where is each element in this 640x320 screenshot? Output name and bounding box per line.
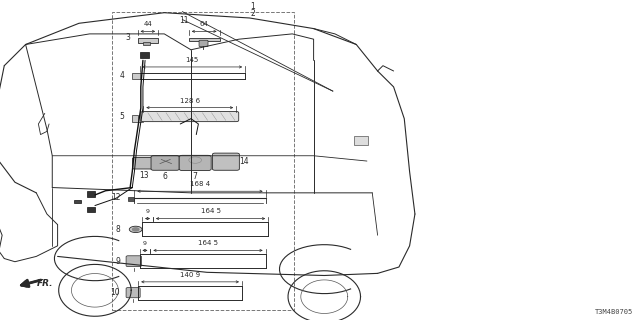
Bar: [128, 197, 134, 201]
Circle shape: [132, 228, 139, 231]
Bar: [354, 136, 368, 145]
Bar: [112, 12, 294, 310]
Circle shape: [129, 226, 142, 233]
Text: 164 5: 164 5: [198, 240, 218, 246]
FancyBboxPatch shape: [151, 156, 179, 170]
Text: 14: 14: [239, 156, 249, 165]
Text: 13: 13: [139, 171, 149, 180]
Text: 1: 1: [250, 2, 255, 11]
Text: 44: 44: [143, 21, 152, 27]
Bar: [88, 207, 95, 212]
Text: 140 9: 140 9: [180, 272, 200, 278]
Bar: [138, 38, 158, 43]
Text: FR.: FR.: [37, 279, 54, 288]
Text: 9: 9: [115, 257, 120, 266]
Text: 5: 5: [119, 112, 124, 121]
Text: 4: 4: [119, 71, 124, 80]
Text: 145: 145: [186, 57, 199, 63]
FancyBboxPatch shape: [212, 153, 239, 170]
Bar: [132, 115, 138, 122]
FancyBboxPatch shape: [179, 155, 211, 171]
FancyBboxPatch shape: [141, 111, 239, 122]
Text: 9: 9: [143, 241, 147, 246]
Text: 164 5: 164 5: [200, 208, 221, 214]
Bar: [74, 200, 81, 204]
FancyBboxPatch shape: [126, 288, 140, 298]
Bar: [143, 43, 150, 45]
Text: 8: 8: [116, 225, 120, 234]
Text: 2: 2: [250, 9, 255, 18]
Text: 168 4: 168 4: [190, 181, 210, 187]
FancyBboxPatch shape: [132, 157, 156, 169]
Bar: [140, 52, 148, 58]
Text: 9: 9: [145, 210, 150, 214]
Text: 128 6: 128 6: [180, 98, 200, 103]
Text: 6: 6: [163, 172, 168, 180]
Text: 10: 10: [111, 288, 120, 297]
FancyBboxPatch shape: [126, 256, 141, 267]
Text: 3: 3: [125, 33, 130, 42]
Text: 12: 12: [111, 193, 120, 202]
Bar: [132, 73, 140, 79]
Text: 64: 64: [200, 21, 209, 27]
FancyBboxPatch shape: [199, 40, 208, 47]
Text: 11: 11: [179, 16, 188, 25]
Bar: [88, 191, 95, 197]
Text: T3M4B0705: T3M4B0705: [595, 309, 634, 315]
Bar: [189, 38, 220, 41]
Text: 7: 7: [193, 172, 198, 180]
